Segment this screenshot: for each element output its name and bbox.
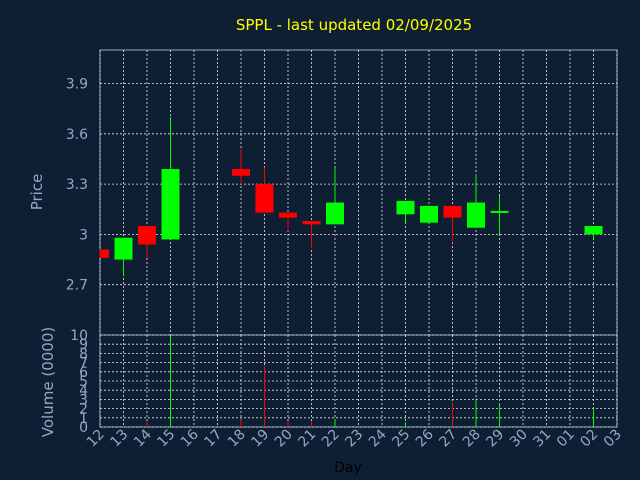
volume-tick-label: 4 [79, 383, 88, 399]
x-tick-label: 13 [107, 427, 131, 451]
volume-tick-label: 5 [79, 374, 88, 390]
candle-body [161, 169, 180, 240]
x-tick-label: 18 [225, 427, 249, 451]
candle-body [138, 226, 156, 245]
candle-body [114, 237, 133, 260]
volume-axis-label: Volume (0000) [39, 327, 57, 437]
x-tick-label: 14 [131, 426, 155, 450]
candle-body [420, 205, 438, 223]
candle-body [443, 205, 462, 218]
x-tick-labels: 12 13 14 15 16 17 18 19 20 21 22 23 24 25 26 27 28 29 30 31… [84, 426, 625, 450]
candle-body [396, 200, 415, 215]
candle-body [490, 210, 509, 213]
x-tick-label: 25 [389, 427, 413, 451]
volume-tick-label: 0 [79, 420, 88, 436]
x-tick-label: 17 [201, 427, 225, 451]
x-tick-label: 27 [436, 427, 460, 451]
x-axis-label: Day [334, 460, 362, 476]
candle-body [326, 202, 344, 225]
x-tick-label: 31 [530, 427, 554, 451]
price-tick-label: 3.3 [66, 177, 88, 193]
candle-body [255, 184, 274, 213]
chart-title: SPPL - last updated 02/09/2025 [236, 16, 472, 34]
candle-body [302, 221, 321, 225]
candle-body [584, 226, 603, 235]
candle-body [279, 212, 297, 218]
volume-tick-label: 7 [79, 356, 88, 372]
x-tick-label: 15 [154, 427, 178, 451]
candle-body [100, 249, 109, 258]
x-tick-label: 16 [178, 426, 202, 450]
x-tick-label: 02 [577, 427, 601, 451]
candle-body [467, 202, 485, 228]
price-tick-label: 3.6 [66, 127, 88, 143]
x-tick-label: 22 [319, 427, 343, 451]
x-tick-label: 01 [554, 427, 578, 451]
x-tick-label: 19 [248, 427, 272, 451]
x-tick-label: 30 [507, 427, 531, 451]
price-tick-label: 3 [79, 227, 88, 243]
volume-tick-label: 9 [79, 337, 88, 353]
x-tick-label: 21 [295, 427, 319, 451]
x-tick-label: 26 [413, 426, 437, 450]
x-tick-label: 28 [460, 427, 484, 451]
volume-tick-label: 2 [79, 402, 88, 418]
volume-tick-label: 3 [79, 392, 88, 408]
x-tick-label: 29 [483, 427, 507, 451]
price-tick-label: 3.9 [66, 77, 88, 93]
x-tick-label: 23 [342, 427, 366, 451]
x-tick-label: 24 [366, 426, 390, 450]
volume-tick-label: 8 [79, 346, 88, 362]
volume-tick-label: 6 [79, 365, 88, 381]
price-axis-label: Price [28, 174, 46, 211]
volume-tick-label: 10 [70, 328, 88, 344]
price-panel: 2.7 3 3.3 3.6 3.9 [66, 49, 618, 336]
price-tick-label: 2.7 [66, 278, 88, 294]
candle-body [232, 169, 250, 176]
volume-tick-label: 1 [79, 411, 88, 427]
x-tick-label: 03 [601, 427, 625, 451]
x-tick-label: 20 [272, 427, 296, 451]
